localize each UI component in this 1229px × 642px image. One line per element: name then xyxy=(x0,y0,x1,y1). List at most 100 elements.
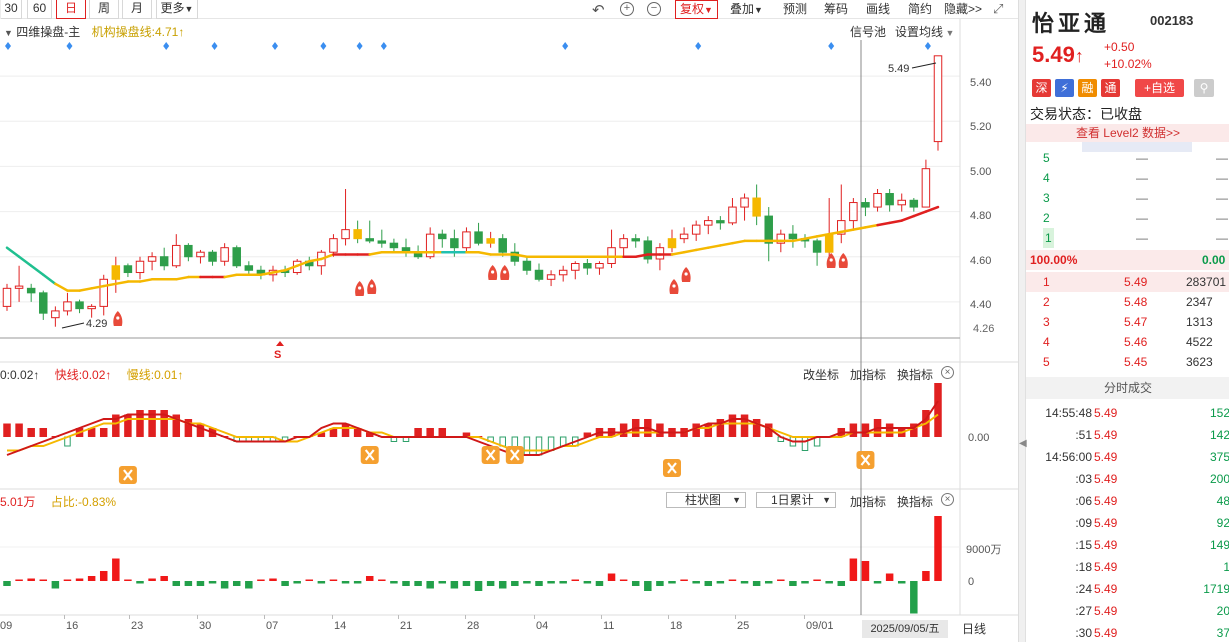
zoom-in-icon[interactable]: + xyxy=(620,2,634,16)
candle xyxy=(438,233,447,240)
ma-segment xyxy=(707,244,722,249)
restore-rights-label: 复权 xyxy=(680,2,705,16)
lightning-badge-icon[interactable]: ⚡ xyxy=(1055,79,1074,97)
candle xyxy=(474,231,483,244)
shenzhen-badge[interactable]: 深 xyxy=(1032,79,1051,97)
switch-indicator-link[interactable]: 换指标 xyxy=(897,495,934,509)
period-60[interactable]: 60 xyxy=(27,0,52,19)
slow-line xyxy=(7,413,939,452)
tick-row: :24 5.49 1719 xyxy=(1026,579,1229,599)
kline-chart[interactable] xyxy=(0,0,1018,642)
period-month[interactable]: 月 xyxy=(122,0,152,19)
date-tick xyxy=(398,615,399,619)
buy-row: 3 5.47 1313 xyxy=(1026,312,1229,332)
period-day[interactable]: 日 xyxy=(56,0,86,19)
collapse-panel-icon[interactable]: ◀ xyxy=(1019,438,1027,449)
volume-bar xyxy=(15,579,23,581)
volume-bar xyxy=(232,581,241,586)
candle xyxy=(26,287,36,294)
candle xyxy=(232,247,241,267)
volume-bar xyxy=(910,581,918,614)
tick-volume: 92 xyxy=(1216,516,1229,530)
volume-bar xyxy=(813,579,821,581)
draw-line-button[interactable]: 画线 xyxy=(866,2,891,16)
restore-rights-button[interactable]: 复权▼ xyxy=(675,0,718,19)
change-axis-link[interactable]: 改坐标 xyxy=(803,368,840,382)
candle xyxy=(51,310,60,319)
signal-diamond-icon xyxy=(924,42,931,50)
main-indicator-name[interactable]: 四维操盘-主 xyxy=(16,25,81,39)
stock-name: 怡亚通 xyxy=(1032,11,1111,36)
buy-row-cell: 5.46 xyxy=(1124,335,1148,349)
cursor-date: 2025/09/05/五 xyxy=(862,620,948,638)
tick-price: 5.49 xyxy=(1094,516,1118,530)
tick-price: 5.49 xyxy=(1094,428,1118,442)
alert-bell-icon[interactable]: ⚲ xyxy=(1194,79,1214,97)
volume-bar xyxy=(849,558,858,581)
fast-line-value: 快线:0.02 xyxy=(54,368,106,382)
panel-splitter[interactable] xyxy=(1018,0,1025,642)
switch-indicator-link[interactable]: 换指标 xyxy=(897,368,934,382)
ma-segment xyxy=(102,282,118,288)
period-more[interactable]: 更多▼ xyxy=(156,0,198,19)
candle xyxy=(341,229,350,240)
volume-bar xyxy=(257,579,265,581)
overlay-button[interactable]: 叠加▼ xyxy=(730,0,763,19)
undo-icon[interactable]: ↶ xyxy=(592,2,605,19)
simple-mode-button[interactable]: 简约 xyxy=(908,2,933,16)
chart-style-select[interactable]: 柱状图 ▼ xyxy=(666,492,746,508)
period-week[interactable]: 周 xyxy=(89,0,119,19)
ma-segment xyxy=(864,223,879,229)
date-label: 14 xyxy=(334,620,347,632)
volume-bar xyxy=(873,581,882,584)
candle xyxy=(172,244,181,267)
quote-panel: 怡亚通 002183 5.49↑ +0.50 +10.02% 深 ⚡ 融 通 +… xyxy=(1025,0,1229,642)
tick-volume: 375 xyxy=(1209,450,1229,464)
set-ma-link[interactable]: 设置均线 ▼ xyxy=(895,23,954,40)
volume-bar xyxy=(922,571,930,581)
accumulate-select[interactable]: 1日累计 ▼ xyxy=(756,492,836,508)
connect-badge[interactable]: 通 xyxy=(1101,79,1120,97)
sell-row-cell: 5 xyxy=(1043,151,1050,165)
fullscreen-icon[interactable]: ⤢ xyxy=(993,1,1004,16)
forecast-button[interactable]: 预测 xyxy=(783,2,808,16)
candle xyxy=(764,215,773,244)
volume-bar xyxy=(559,581,567,584)
volume-bar xyxy=(378,579,386,581)
zoom-out-icon[interactable]: − xyxy=(647,2,661,16)
volume-bar xyxy=(934,516,942,581)
tick-time: :09 xyxy=(1075,516,1092,530)
ma-segment xyxy=(731,239,746,245)
margin-badge[interactable]: 融 xyxy=(1078,79,1097,97)
ma-segment xyxy=(815,232,831,238)
signal-pool-link[interactable]: 信号池 xyxy=(850,25,887,39)
sell-row-cell: — xyxy=(1136,171,1148,185)
buy-row-cell: 3 xyxy=(1043,315,1050,329)
volume-bar xyxy=(486,581,495,586)
volume-bar xyxy=(269,578,277,581)
candle xyxy=(365,238,374,242)
macd-bar xyxy=(934,383,942,437)
volume-bar xyxy=(656,581,664,586)
buy-row-cell: 4 xyxy=(1043,335,1050,349)
macd-bar xyxy=(329,428,338,437)
add-indicator-link[interactable]: 加指标 xyxy=(850,368,887,382)
macd-bar xyxy=(3,423,11,437)
macd-bar xyxy=(99,428,108,437)
collapse-triangle-icon[interactable]: ▼ xyxy=(4,28,13,38)
close-icon[interactable]: × xyxy=(941,493,954,506)
hide-button[interactable]: 隐藏>> xyxy=(944,2,983,16)
chips-button[interactable]: 筹码 xyxy=(824,2,849,16)
close-icon[interactable]: × xyxy=(941,366,954,379)
add-watch-button[interactable]: +自选 xyxy=(1135,79,1184,97)
candle xyxy=(873,193,882,208)
caret-down-icon: ▼ xyxy=(754,5,763,15)
tick-price: 5.49 xyxy=(1094,538,1118,552)
level2-link[interactable]: 查看 Level2 数据>> xyxy=(1026,124,1229,142)
sell-row-cell: — xyxy=(1216,171,1228,185)
tick-time: :24 xyxy=(1075,582,1092,596)
candle xyxy=(208,251,217,262)
add-indicator-link[interactable]: 加指标 xyxy=(850,495,887,509)
stock-change-pct: +10.02% xyxy=(1104,57,1152,71)
price-tick: 5.40 xyxy=(970,77,992,89)
